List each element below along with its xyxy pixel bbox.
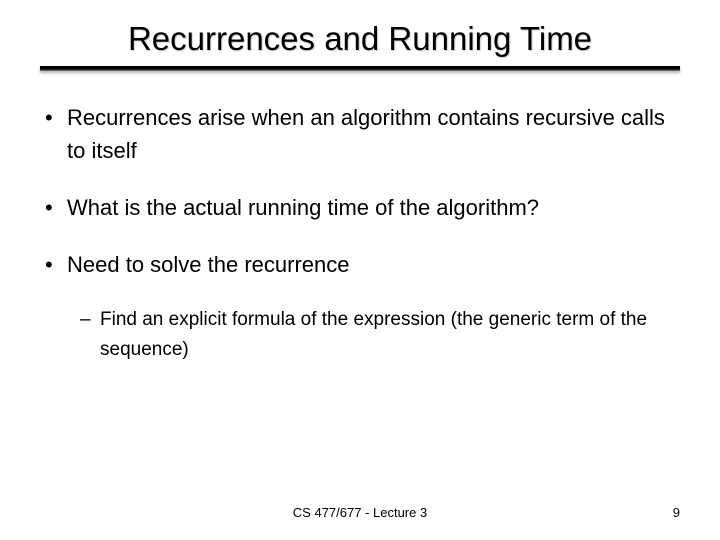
bullet-subitem: Find an explicit formula of the expressi… <box>45 305 680 366</box>
bullet-item: What is the actual running time of the a… <box>45 191 680 224</box>
slide-content: Recurrences arise when an algorithm cont… <box>40 101 680 366</box>
title-underline <box>40 66 680 71</box>
slide-container: Recurrences and Running Time Recurrences… <box>0 0 720 540</box>
bullet-item: Need to solve the recurrence <box>45 248 680 281</box>
slide-footer: CS 477/677 - Lecture 3 9 <box>0 505 720 520</box>
bullet-item: Recurrences arise when an algorithm cont… <box>45 101 680 167</box>
slide-title: Recurrences and Running Time <box>40 20 680 58</box>
page-number: 9 <box>673 505 680 520</box>
footer-center-text: CS 477/677 - Lecture 3 <box>293 505 427 520</box>
